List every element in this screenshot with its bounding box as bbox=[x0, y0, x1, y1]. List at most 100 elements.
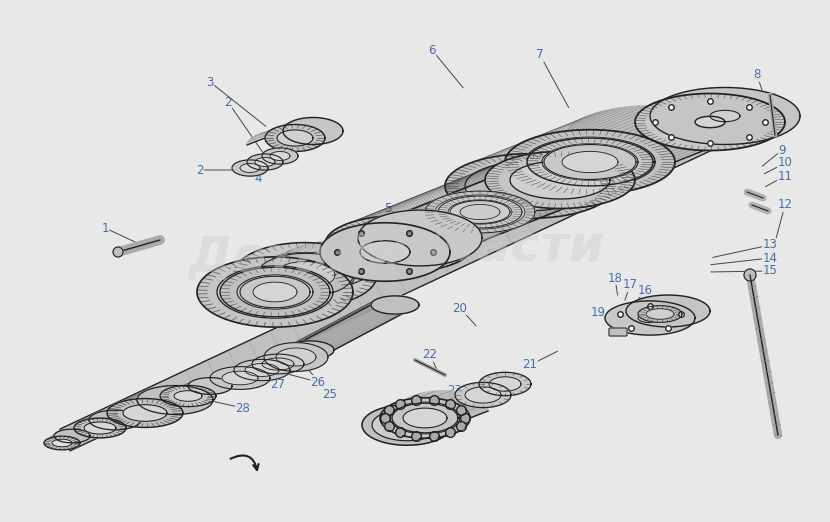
Polygon shape bbox=[562, 151, 618, 173]
Polygon shape bbox=[635, 88, 800, 122]
Text: 12: 12 bbox=[778, 198, 793, 211]
Circle shape bbox=[413, 397, 420, 404]
Polygon shape bbox=[74, 410, 141, 428]
Text: 26: 26 bbox=[310, 375, 325, 388]
Polygon shape bbox=[220, 267, 330, 317]
Polygon shape bbox=[372, 409, 442, 441]
Circle shape bbox=[397, 400, 403, 408]
Text: 22: 22 bbox=[422, 349, 437, 362]
Polygon shape bbox=[710, 110, 740, 122]
Circle shape bbox=[744, 269, 756, 281]
Polygon shape bbox=[107, 386, 213, 413]
Text: 10: 10 bbox=[778, 157, 793, 170]
Polygon shape bbox=[320, 223, 450, 281]
Polygon shape bbox=[160, 385, 216, 407]
Polygon shape bbox=[217, 266, 333, 318]
Polygon shape bbox=[380, 398, 470, 438]
Circle shape bbox=[413, 432, 420, 439]
Polygon shape bbox=[360, 241, 410, 263]
Polygon shape bbox=[489, 377, 521, 391]
Polygon shape bbox=[247, 117, 343, 145]
Text: 21: 21 bbox=[523, 359, 538, 372]
Polygon shape bbox=[210, 366, 270, 389]
Text: 27: 27 bbox=[271, 378, 286, 392]
Text: 2: 2 bbox=[224, 96, 232, 109]
Polygon shape bbox=[247, 154, 283, 170]
Polygon shape bbox=[450, 200, 510, 223]
Polygon shape bbox=[323, 210, 482, 252]
Polygon shape bbox=[275, 262, 335, 289]
Polygon shape bbox=[403, 408, 447, 428]
Circle shape bbox=[431, 397, 437, 404]
Polygon shape bbox=[544, 145, 636, 180]
Polygon shape bbox=[89, 410, 141, 430]
Polygon shape bbox=[525, 137, 655, 187]
Polygon shape bbox=[435, 195, 525, 229]
Polygon shape bbox=[445, 105, 735, 186]
Circle shape bbox=[457, 407, 465, 414]
Polygon shape bbox=[270, 151, 290, 160]
Text: 2: 2 bbox=[196, 163, 203, 176]
Polygon shape bbox=[350, 225, 450, 263]
Text: 4: 4 bbox=[254, 172, 261, 184]
Text: 20: 20 bbox=[452, 302, 467, 314]
Polygon shape bbox=[542, 144, 638, 180]
Circle shape bbox=[385, 422, 393, 429]
Circle shape bbox=[447, 429, 453, 435]
Text: 28: 28 bbox=[236, 401, 251, 414]
Text: 6: 6 bbox=[428, 43, 436, 56]
Polygon shape bbox=[234, 359, 290, 381]
Text: 23: 23 bbox=[447, 384, 462, 397]
Polygon shape bbox=[123, 405, 167, 421]
Polygon shape bbox=[245, 363, 279, 376]
Polygon shape bbox=[60, 94, 785, 451]
FancyBboxPatch shape bbox=[609, 328, 627, 336]
Polygon shape bbox=[276, 348, 316, 366]
Polygon shape bbox=[646, 309, 674, 319]
Polygon shape bbox=[255, 253, 355, 298]
Polygon shape bbox=[460, 205, 500, 220]
Polygon shape bbox=[233, 243, 377, 307]
Polygon shape bbox=[390, 402, 460, 434]
Polygon shape bbox=[425, 191, 535, 233]
Polygon shape bbox=[74, 418, 126, 438]
Circle shape bbox=[431, 432, 437, 439]
Text: 1: 1 bbox=[101, 221, 109, 234]
Polygon shape bbox=[253, 282, 297, 302]
Polygon shape bbox=[188, 377, 232, 394]
Polygon shape bbox=[107, 399, 183, 428]
Polygon shape bbox=[44, 429, 90, 443]
Polygon shape bbox=[52, 439, 72, 447]
Polygon shape bbox=[286, 341, 334, 359]
Text: запчасти: запчасти bbox=[345, 224, 604, 272]
Polygon shape bbox=[265, 125, 325, 151]
Polygon shape bbox=[252, 354, 304, 374]
Polygon shape bbox=[362, 405, 452, 445]
Polygon shape bbox=[362, 391, 488, 425]
Polygon shape bbox=[174, 390, 202, 401]
Text: 30: 30 bbox=[139, 401, 154, 414]
Polygon shape bbox=[465, 387, 501, 403]
Polygon shape bbox=[166, 377, 232, 396]
Text: Детали: Детали bbox=[188, 234, 402, 282]
Polygon shape bbox=[262, 358, 294, 370]
Polygon shape bbox=[264, 342, 328, 371]
Text: 29: 29 bbox=[165, 401, 180, 414]
Text: 18: 18 bbox=[608, 271, 622, 284]
Circle shape bbox=[385, 407, 393, 414]
Polygon shape bbox=[84, 422, 116, 434]
Text: 16: 16 bbox=[637, 283, 652, 296]
Polygon shape bbox=[283, 117, 343, 145]
Polygon shape bbox=[277, 130, 313, 146]
Text: 14: 14 bbox=[763, 252, 778, 265]
Circle shape bbox=[461, 414, 468, 421]
Polygon shape bbox=[527, 138, 653, 186]
Text: 7: 7 bbox=[536, 49, 544, 62]
Polygon shape bbox=[237, 275, 313, 309]
Polygon shape bbox=[240, 276, 310, 308]
Polygon shape bbox=[635, 93, 785, 150]
Text: 13: 13 bbox=[763, 239, 778, 252]
Polygon shape bbox=[650, 88, 800, 145]
Text: 15: 15 bbox=[763, 265, 778, 278]
Text: 24: 24 bbox=[447, 397, 462, 409]
